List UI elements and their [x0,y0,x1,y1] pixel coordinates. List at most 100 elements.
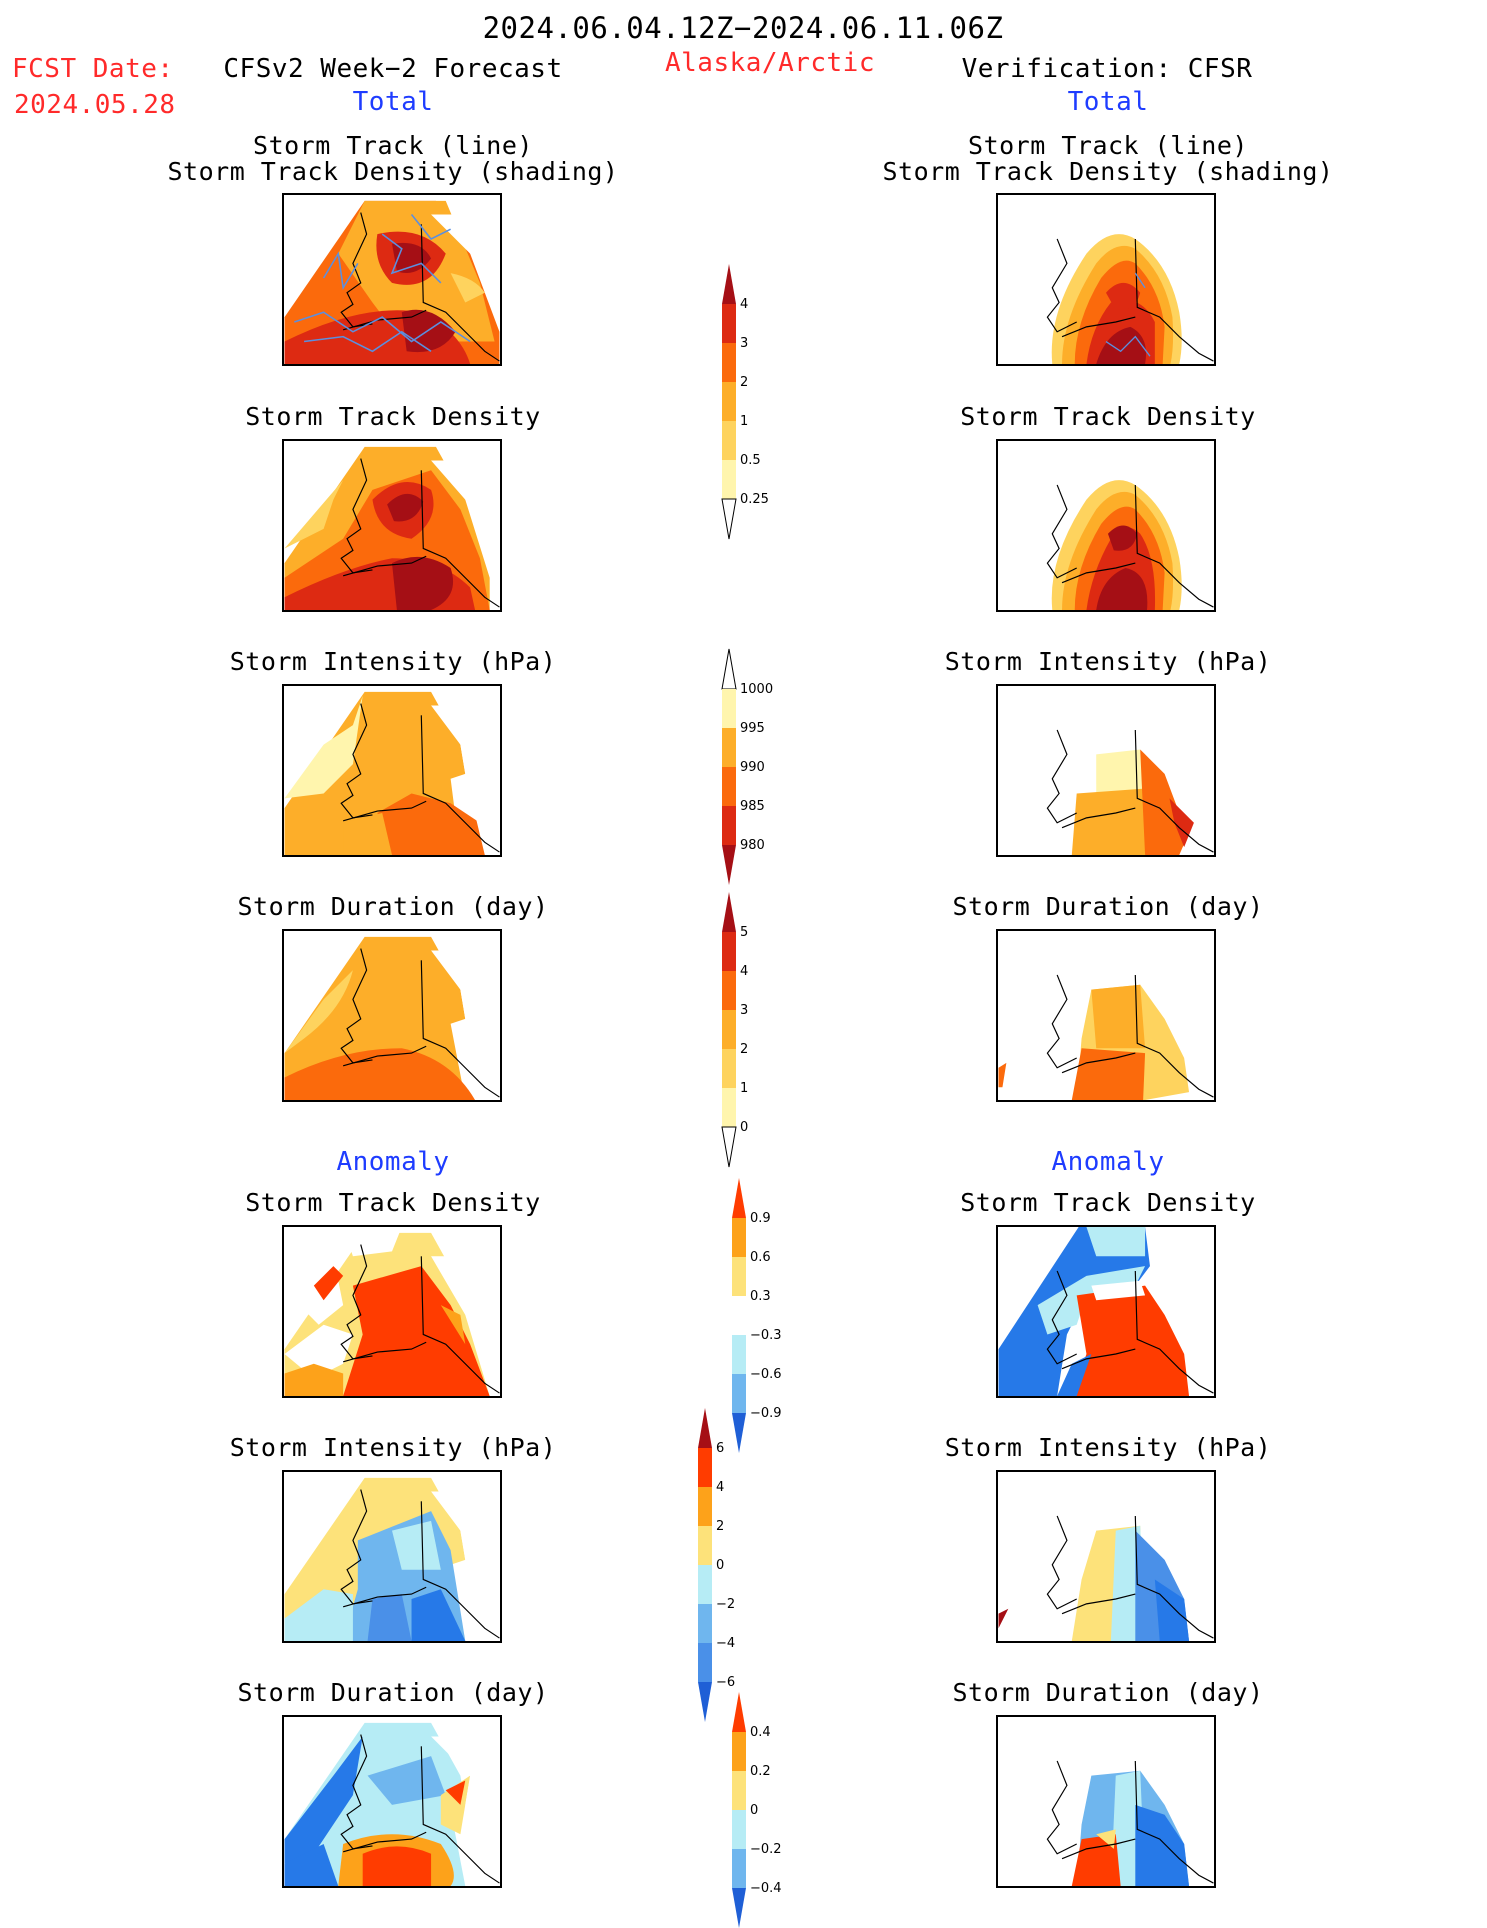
colorbar-segment [732,1257,746,1296]
map-forecast-density [282,439,502,612]
colorbar-top-arrow [732,1692,746,1732]
colorbar-tick-label: −0.9 [750,1406,782,1421]
colorbar-bottom-arrow [732,1888,746,1928]
colorbar-tick-label: −0.4 [750,1881,782,1896]
date-range-title: 2024.06.04.12Z−2024.06.11.06Z [482,11,1004,45]
colorbar-tick-label: 0.3 [750,1289,771,1304]
panel-title-l3: Storm Intensity (hPa) [229,647,557,676]
colorbar-tick-label: −0.6 [750,1367,782,1382]
colorbar-duration: 5 4 3 2 1 0 [721,892,792,1168]
panel-title-r4: Storm Duration (day) [952,892,1264,921]
map-verification-track-density [996,193,1216,366]
colorbar-tick-label: 2 [740,1042,748,1057]
colorbar-bottom-arrow [722,845,736,885]
colorbar-segment [698,1643,712,1682]
panel-title-l1-line2: Storm Track Density (shading) [167,157,619,186]
colorbar-segment [732,1771,746,1810]
panel-title-r5: Storm Track Density [960,1188,1256,1217]
colorbar-top-arrow [721,648,737,690]
colorbar-segment [722,767,736,806]
colorbar-top-arrow [722,892,736,932]
colorbar-bottom-arrow [721,1126,737,1168]
verification-subtitle: Total [1067,87,1149,117]
anomaly-right-header: Anomaly [1051,1147,1165,1177]
colorbar-segment [732,1296,746,1335]
colorbar-tick-label: 0 [740,1120,748,1135]
map-verification-density-anomaly [996,1225,1216,1398]
colorbar-segment [722,689,736,728]
forecast-title: CFSv2 Week−2 Forecast [223,54,563,84]
colorbar-segment [732,1335,746,1374]
map-verification-duration-anomaly [996,1715,1216,1888]
colorbar-tick-label: 0.4 [750,1725,771,1740]
colorbar-top-arrow [732,1178,746,1218]
colorbar-tick-label: 0.2 [750,1764,771,1779]
colorbar-tick-label: 3 [740,1003,748,1018]
colorbar-segment [698,1565,712,1604]
forecast-subtitle: Total [352,87,434,117]
colorbar-top-arrow [722,264,736,304]
colorbar-segment [698,1526,712,1565]
panel-title-l7: Storm Duration (day) [237,1678,549,1707]
colorbar-bottom-arrow [698,1682,712,1722]
colorbar-tick-label: 5 [740,925,748,940]
map-verification-intensity-anomaly [996,1470,1216,1643]
colorbar-intensity-anomaly: 6 4 2 0 −2 −4 −6 [698,1408,768,1722]
colorbar-tick-label: −4 [716,1636,735,1651]
panel-title-l5: Storm Track Density [245,1188,541,1217]
colorbar-top-arrow [698,1408,712,1448]
colorbar-tick-label: 1 [740,414,748,429]
colorbar-tick-label: 3 [740,336,748,351]
colorbar-segment [722,1088,736,1127]
colorbar-segment [722,304,736,343]
colorbar-segment [722,806,736,845]
colorbar-tick-label: −6 [716,1675,735,1690]
panel-title-r2: Storm Track Density [960,402,1256,431]
panel-title-r7: Storm Duration (day) [952,1678,1264,1707]
colorbar-tick-label: 1000 [740,682,773,697]
colorbar-bottom-arrow [721,498,737,540]
colorbar-segment [722,382,736,421]
colorbar-segment [722,728,736,767]
fcst-date-value: 2024.05.28 [14,90,176,120]
colorbar-tick-label: 0.5 [740,453,761,468]
panel-title-l1-line1: Storm Track (line) [253,131,533,160]
map-verification-duration [996,929,1216,1102]
colorbar-tick-label: −0.3 [750,1328,782,1343]
colorbar-tick-label: 6 [716,1441,724,1456]
colorbar-bottom-arrow [732,1413,746,1453]
verification-title: Verification: CFSR [961,54,1253,84]
colorbar-tick-label: 990 [740,760,765,775]
panel-title-l6: Storm Intensity (hPa) [229,1433,557,1462]
colorbar-tick-label: 2 [716,1519,724,1534]
colorbar-intensity: 1000 995 990 985 980 [721,648,792,885]
colorbar-tick-label: 1 [740,1081,748,1096]
colorbar-tick-label: 0 [750,1803,758,1818]
colorbar-tick-label: −0.2 [750,1842,782,1857]
colorbar-tick-label: 985 [740,799,765,814]
colorbar-segment [732,1849,746,1888]
colorbar-segment [732,1732,746,1771]
colorbar-density-anomaly: 0.9 0.6 0.3 −0.3 −0.6 −0.9 [732,1178,802,1453]
colorbar-tick-label: 4 [740,297,748,312]
colorbar-tick-label: 4 [740,964,748,979]
colorbar-tick-label: −2 [716,1597,735,1612]
colorbar-segment [722,932,736,971]
panel-title-l4: Storm Duration (day) [237,892,549,921]
colorbar-segment [722,1049,736,1088]
colorbar-segment [698,1487,712,1526]
colorbar-tick-label: 0.25 [740,492,769,507]
panel-title-r6: Storm Intensity (hPa) [944,1433,1272,1462]
anomaly-left-header: Anomaly [336,1147,450,1177]
map-verification-density [996,439,1216,612]
colorbar-tick-label: 4 [716,1480,724,1495]
map-forecast-duration-anomaly [282,1715,502,1888]
colorbar-tick-label: 0.6 [750,1250,771,1265]
map-forecast-intensity [282,684,502,857]
colorbar-segment [732,1218,746,1257]
panel-title-r1-line2: Storm Track Density (shading) [882,157,1334,186]
colorbar-segment [698,1604,712,1643]
colorbar-segment [722,421,736,460]
colorbar-tick-label: 0 [716,1558,724,1573]
map-verification-intensity [996,684,1216,857]
